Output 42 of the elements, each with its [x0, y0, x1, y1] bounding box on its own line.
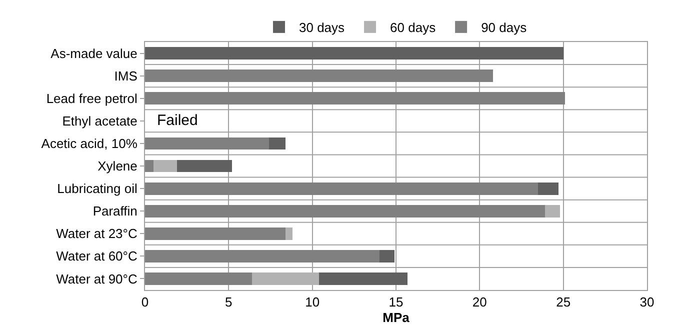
x-tick-label: 15	[388, 294, 404, 310]
legend-label: 30 days	[299, 20, 346, 36]
bar	[145, 250, 380, 262]
y-tick-label: Paraffin	[92, 204, 138, 219]
bar	[153, 160, 177, 172]
bar	[252, 272, 320, 285]
bar	[268, 137, 286, 150]
bar	[145, 137, 269, 150]
y-tick-label: Water at 23°C	[56, 226, 138, 242]
x-tick-label: 0	[141, 294, 149, 310]
y-tick-label: IMS	[114, 68, 138, 84]
y-tick-label: As-made value	[50, 46, 138, 61]
bar	[286, 227, 292, 240]
x-tick-label: 10	[305, 294, 320, 310]
y-tick-label: Lead free petrol	[46, 90, 138, 106]
bar	[176, 160, 232, 172]
y-tick-label: Water at 90°C	[56, 271, 138, 286]
bar	[379, 250, 394, 262]
y-tick-label: Water at 60°C	[56, 248, 138, 264]
bar	[145, 182, 538, 195]
bar	[145, 160, 154, 172]
bar	[544, 204, 560, 218]
legend-label: 60 days	[390, 20, 436, 36]
y-tick-label: Xylene	[98, 158, 138, 174]
bar	[319, 272, 408, 285]
x-tick-label: 5	[225, 294, 232, 310]
x-tick-label: 25	[556, 294, 571, 310]
x-tick-label: 20	[472, 294, 487, 310]
y-tick-label: Acetic acid, 10%	[41, 136, 138, 151]
legend-label: 90 days	[481, 20, 528, 36]
bar	[538, 182, 558, 195]
bar	[145, 227, 286, 240]
x-tick-label: 30	[640, 294, 654, 310]
bar	[145, 272, 252, 285]
bar	[145, 47, 564, 60]
annotation: Failed	[157, 112, 198, 129]
y-tick-label: Ethyl acetate	[62, 113, 138, 128]
x-axis-title: MPa	[382, 310, 410, 326]
bar	[145, 204, 545, 218]
y-tick-label: Lubricating oil	[57, 181, 138, 196]
bar	[145, 92, 566, 105]
bar	[145, 70, 494, 82]
